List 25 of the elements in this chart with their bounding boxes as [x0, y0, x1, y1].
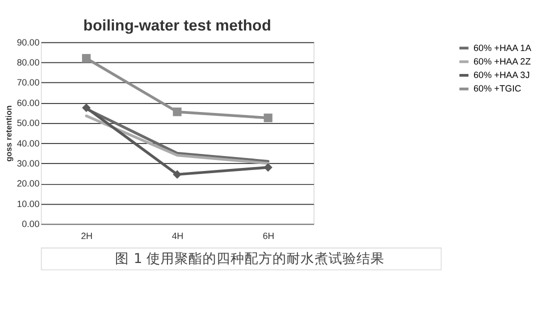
x-tick-label: 4H	[172, 230, 184, 241]
y-tick-label: 90.00	[16, 37, 40, 48]
point	[82, 54, 91, 63]
y-tick-label: 60.00	[16, 98, 40, 108]
legend-label: 60% +HAA 2Z	[473, 56, 532, 66]
y-tick-label: 0.00	[22, 219, 40, 230]
caption: 图 1 使用聚酯的四种配方的耐水煮试验结果	[115, 251, 385, 268]
x-tick-label: 2H	[80, 230, 93, 241]
y-axis-title: goss retention	[4, 105, 14, 162]
point	[264, 114, 272, 122]
y-tick-label: 20.00	[16, 178, 40, 189]
chart-title: boiling-water test method	[83, 17, 272, 34]
legend-label: 60% +TGIC	[473, 84, 522, 94]
legend-label: 60% +HAA 3J	[473, 70, 530, 80]
y-tick-label: 10.00	[16, 198, 40, 209]
x-tick-label: 6H	[262, 230, 274, 241]
point	[172, 108, 182, 116]
point	[264, 163, 272, 172]
y-tick-label: 80.00	[16, 58, 40, 68]
y-tick-label: 70.00	[16, 78, 40, 88]
legend-label: 60% +HAA 1A	[473, 42, 532, 53]
y-tick-label: 40.00	[16, 138, 40, 148]
y-tick-label: 50.00	[16, 118, 40, 128]
point	[82, 103, 91, 112]
y-tick-label: 30.00	[16, 158, 40, 169]
